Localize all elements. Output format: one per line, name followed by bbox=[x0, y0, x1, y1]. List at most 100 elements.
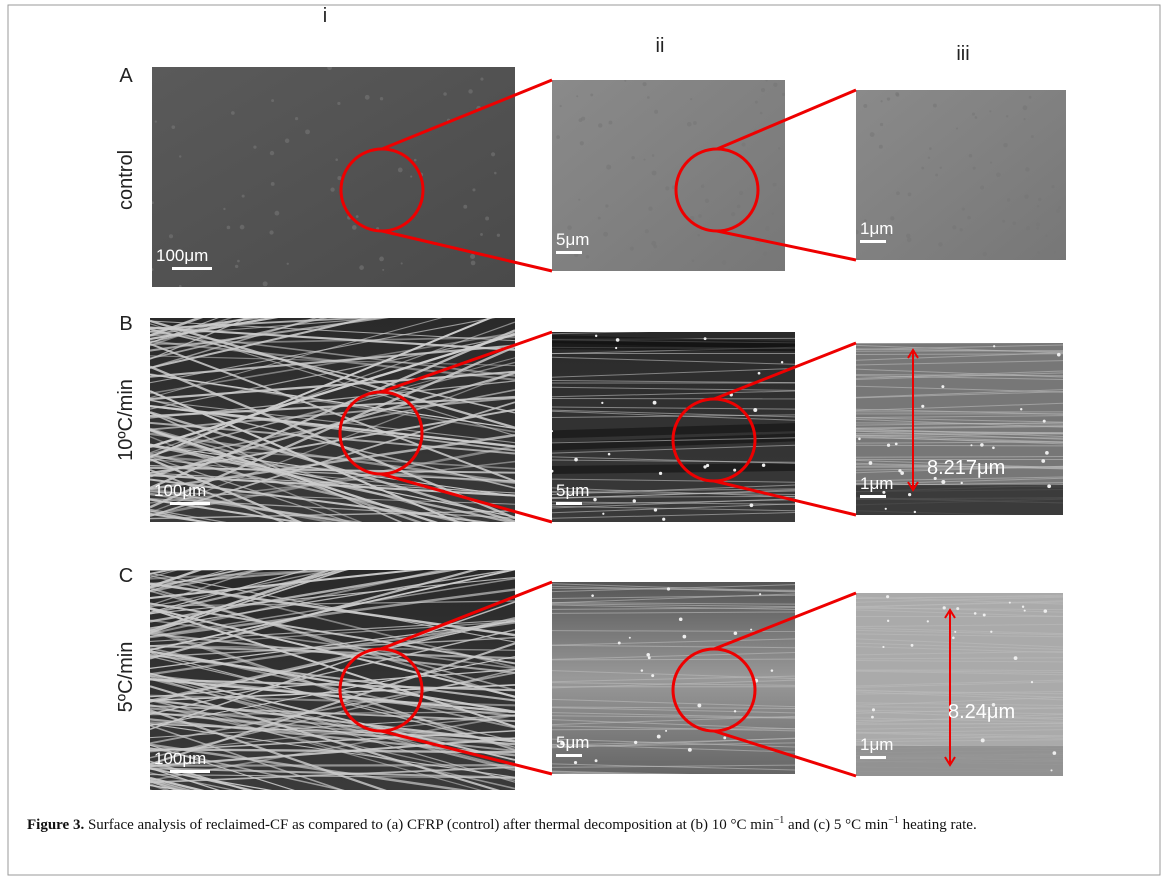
fiber-streak bbox=[552, 611, 795, 614]
speck bbox=[700, 184, 705, 188]
speck bbox=[760, 88, 766, 93]
speck bbox=[651, 170, 657, 176]
fiber bbox=[150, 328, 515, 414]
particle bbox=[1008, 601, 1011, 604]
speck bbox=[927, 156, 931, 159]
sem-image bbox=[552, 80, 785, 271]
speck bbox=[270, 182, 275, 186]
caption-sup: −1 bbox=[773, 815, 785, 826]
speck bbox=[1002, 219, 1006, 223]
fiber bbox=[150, 455, 515, 484]
fiber bbox=[150, 432, 515, 484]
zoom-line bbox=[713, 729, 857, 778]
scale-bar-label: 5μm bbox=[556, 733, 589, 752]
fiber bbox=[150, 318, 328, 360]
fiber-streak bbox=[552, 501, 795, 505]
fiber-streak bbox=[856, 441, 1063, 444]
zoom-line bbox=[713, 341, 857, 401]
speck bbox=[686, 121, 692, 127]
fiber bbox=[150, 570, 309, 613]
particle bbox=[651, 674, 655, 678]
speck bbox=[959, 228, 963, 232]
scale-bar-label: 5μm bbox=[556, 481, 589, 500]
speck bbox=[690, 98, 693, 101]
fiber bbox=[150, 510, 515, 520]
speck bbox=[955, 127, 959, 130]
fiber bbox=[150, 588, 515, 639]
column-label: ii bbox=[656, 35, 665, 57]
speck bbox=[567, 225, 572, 230]
fiber bbox=[150, 724, 345, 790]
row-letter: B bbox=[119, 313, 132, 335]
particle bbox=[921, 404, 925, 408]
speck bbox=[598, 123, 603, 128]
speck bbox=[648, 206, 653, 211]
fiber bbox=[150, 474, 515, 497]
speck bbox=[603, 231, 609, 237]
fiber-streak bbox=[552, 638, 795, 646]
fiber-streak bbox=[856, 402, 1063, 412]
speck bbox=[410, 175, 413, 178]
speck bbox=[578, 198, 581, 201]
fiber bbox=[150, 318, 387, 337]
particle bbox=[780, 361, 784, 364]
fiber bbox=[150, 399, 515, 489]
speck bbox=[689, 215, 695, 221]
fiber bbox=[150, 684, 515, 702]
particle bbox=[858, 437, 861, 441]
texture bbox=[150, 570, 515, 790]
fiber-streak bbox=[552, 499, 795, 506]
fiber-streak bbox=[856, 459, 1063, 469]
speck bbox=[890, 216, 895, 221]
speck bbox=[608, 120, 613, 125]
fiber bbox=[150, 747, 346, 790]
fiber bbox=[150, 632, 515, 674]
fiber bbox=[150, 766, 255, 790]
fiber bbox=[150, 711, 515, 752]
fiber-streak bbox=[856, 629, 1063, 636]
fiber-streak bbox=[856, 670, 1063, 676]
texture bbox=[556, 80, 785, 265]
speck bbox=[556, 135, 560, 139]
particle bbox=[1041, 459, 1046, 463]
fiber bbox=[150, 318, 220, 344]
fiber-streak bbox=[552, 602, 795, 605]
fiber-streak bbox=[856, 344, 1063, 354]
speck bbox=[330, 187, 335, 192]
speck bbox=[305, 129, 310, 135]
particle bbox=[1023, 609, 1026, 612]
fiber bbox=[150, 570, 447, 635]
fiber bbox=[150, 772, 236, 790]
fiber-streak bbox=[552, 585, 795, 593]
speck bbox=[972, 166, 976, 170]
scale-bar-label: 100μm bbox=[156, 246, 208, 265]
speck bbox=[1045, 234, 1048, 238]
fiber bbox=[150, 487, 336, 522]
speck bbox=[653, 244, 658, 249]
fiber bbox=[150, 318, 390, 352]
scale-bar bbox=[172, 267, 212, 270]
speck bbox=[253, 145, 257, 149]
fiber bbox=[150, 645, 515, 652]
particle bbox=[952, 636, 955, 640]
fiber bbox=[150, 334, 515, 410]
fiber-streak bbox=[552, 462, 795, 475]
fiber-streak bbox=[856, 600, 1063, 608]
speck bbox=[178, 155, 182, 158]
particle bbox=[1050, 769, 1053, 772]
fiber bbox=[150, 707, 515, 743]
fiber-streak bbox=[856, 725, 1063, 730]
speck bbox=[961, 207, 965, 211]
speck bbox=[895, 92, 899, 96]
speck bbox=[286, 262, 289, 265]
speck bbox=[154, 120, 157, 123]
speck bbox=[1037, 251, 1041, 255]
particle bbox=[941, 385, 945, 389]
fiber-streak bbox=[856, 462, 1063, 470]
particle bbox=[941, 479, 946, 484]
fiber bbox=[150, 357, 515, 457]
speck bbox=[284, 138, 290, 144]
particle bbox=[687, 747, 692, 752]
scale-bar bbox=[860, 495, 886, 498]
